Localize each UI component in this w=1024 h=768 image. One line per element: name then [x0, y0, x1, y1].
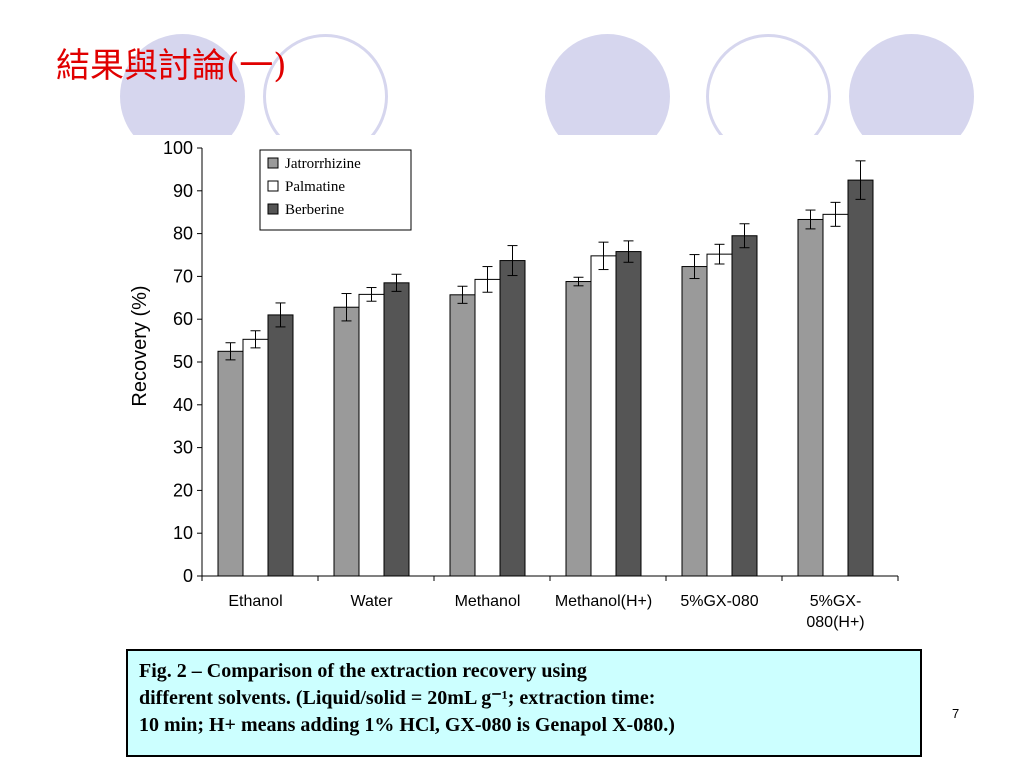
bar — [383, 282, 410, 577]
slide-title: 結果與討論(一) — [56, 46, 287, 86]
x-tick-label: Methanol — [455, 593, 521, 610]
y-tick-label: 80 — [173, 224, 193, 244]
y-tick-label: 40 — [173, 395, 193, 415]
recovery-bar-chart: 0 10 20 30 40 50 60 70 80 90 100 Ethanol Water Methan… — [129, 138, 899, 631]
legend-label: Palmatine — [285, 179, 345, 195]
legend-swatch — [267, 180, 279, 192]
y-axis-label: Recovery (%) — [129, 285, 151, 406]
bar — [217, 350, 244, 577]
x-tick-label: Ethanol — [228, 593, 282, 610]
y-tick-label: 50 — [173, 352, 193, 372]
legend-swatch — [267, 157, 279, 169]
bar — [565, 281, 592, 577]
legend-label: Jatrorrhizine — [285, 156, 361, 172]
bar — [615, 251, 642, 577]
legend-label: Berberine — [285, 202, 344, 218]
y-tick-label: 0 — [183, 566, 193, 586]
y-tick-label: 70 — [173, 266, 193, 286]
bar — [731, 235, 758, 577]
bar — [822, 213, 849, 577]
bar — [847, 179, 874, 577]
x-tick-label: 5%GX- — [810, 593, 862, 610]
bar — [499, 260, 526, 577]
page-number: 7 — [952, 706, 960, 721]
bar — [706, 253, 733, 577]
y-tick-label: 20 — [173, 480, 193, 500]
y-tick-label: 90 — [173, 181, 193, 201]
bar — [797, 218, 824, 577]
y-tick-label: 10 — [173, 523, 193, 543]
bar — [358, 293, 385, 577]
x-tick-label: 5%GX-080 — [680, 593, 758, 610]
bar — [242, 338, 269, 577]
bar — [590, 255, 617, 577]
x-tick-label: Water — [350, 593, 393, 610]
y-tick-label: 100 — [163, 138, 193, 158]
figure-caption: Fig. 2 – Comparison of the extraction re… — [126, 649, 922, 757]
y-tick-label: 30 — [173, 438, 193, 458]
caption-line-2: different solvents. (Liquid/solid = 20mL… — [139, 687, 656, 709]
bar — [681, 266, 708, 577]
bar — [474, 278, 501, 577]
bar — [333, 306, 360, 577]
bar — [267, 314, 294, 577]
bar — [449, 294, 476, 577]
caption-line-1: Fig. 2 – Comparison of the extraction re… — [139, 660, 587, 682]
legend-swatch — [267, 203, 279, 215]
y-tick-label: 60 — [173, 309, 193, 329]
x-tick-label: 080(H+) — [806, 614, 864, 631]
legend-box — [259, 149, 412, 231]
x-tick-label: Methanol(H+) — [555, 593, 652, 610]
caption-line-3: 10 min; H+ means adding 1% HCl, GX-080 i… — [139, 714, 675, 736]
